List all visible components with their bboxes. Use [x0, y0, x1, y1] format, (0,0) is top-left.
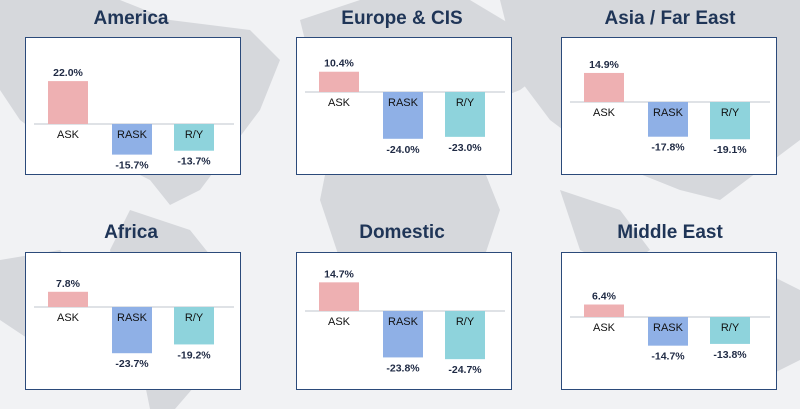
bar-rask — [112, 124, 152, 155]
chart-middle-east: ASK 6.4% RASK -14.7% R/Y -13.8% — [570, 291, 770, 363]
tick-label-ask: ASK — [328, 97, 351, 109]
value-label-rask: -14.7% — [651, 351, 685, 363]
value-label-ask: 14.7% — [324, 268, 354, 280]
tick-label-rask: RASK — [117, 129, 148, 141]
bar-ry — [174, 124, 214, 151]
tick-label-ry: R/Y — [456, 316, 475, 328]
tick-label-ask: ASK — [57, 312, 80, 324]
bar-rask — [112, 307, 152, 354]
chart-panel-europe-cis: ASK 10.4% RASK -24.0% R/Y -23.0% — [296, 37, 512, 175]
value-label-ask: 7.8% — [56, 278, 81, 290]
value-label-ask: 14.9% — [589, 59, 619, 71]
value-label-rask: -15.7% — [115, 160, 149, 172]
chart-panel-africa: ASK 7.8% RASK -23.7% R/Y -19.2% — [25, 252, 241, 390]
region-title-domestic: Domestic — [359, 222, 445, 243]
region-title-america: America — [93, 8, 169, 29]
bar-ask — [48, 291, 88, 307]
chart-america: ASK 22.0% RASK -15.7% R/Y -13.7% — [34, 67, 234, 172]
region-title-middle-east: Middle East — [617, 222, 723, 243]
bar-ry — [445, 92, 485, 137]
tick-label-ry: R/Y — [721, 107, 740, 119]
chart-asia-far-east: ASK 14.9% RASK -17.8% R/Y -19.1% — [570, 59, 770, 156]
bar-ask — [584, 72, 624, 102]
bar-ry — [445, 311, 485, 360]
bar-rask — [383, 311, 423, 358]
bar-rask — [648, 317, 688, 346]
value-label-rask: -23.8% — [386, 362, 420, 374]
chart-europe-cis: ASK 10.4% RASK -24.0% R/Y -23.0% — [305, 58, 505, 156]
bar-rask — [648, 102, 688, 137]
chart-domestic: ASK 14.7% RASK -23.8% R/Y -24.7% — [305, 268, 505, 376]
tick-label-ry: R/Y — [456, 97, 475, 109]
chart-africa: ASK 7.8% RASK -23.7% R/Y -19.2% — [34, 278, 234, 370]
bar-ask — [48, 81, 88, 124]
bar-ry — [174, 307, 214, 345]
bar-rask — [383, 92, 423, 139]
value-label-ask: 22.0% — [53, 67, 83, 79]
value-label-ask: 6.4% — [592, 291, 617, 303]
value-label-ry: -24.7% — [448, 364, 482, 376]
tick-label-rask: RASK — [388, 316, 419, 328]
bar-ask — [319, 282, 359, 311]
tick-label-rask: RASK — [117, 312, 148, 324]
bar-ask — [319, 71, 359, 92]
tick-label-ry: R/Y — [185, 312, 204, 324]
bar-ry — [710, 317, 750, 344]
value-label-ry: -13.8% — [713, 349, 747, 361]
value-label-rask: -23.7% — [115, 358, 149, 370]
value-label-rask: -17.8% — [651, 142, 685, 154]
chart-panel-domestic: ASK 14.7% RASK -23.8% R/Y -24.7% — [296, 252, 512, 390]
tick-label-ask: ASK — [328, 316, 351, 328]
tick-label-ask: ASK — [57, 129, 80, 141]
region-title-asia-far-east: Asia / Far East — [604, 8, 736, 29]
value-label-ry: -13.7% — [177, 156, 211, 168]
tick-label-ry: R/Y — [185, 129, 204, 141]
bar-ry — [710, 102, 750, 140]
chart-panel-asia-far-east: ASK 14.9% RASK -17.8% R/Y -19.1% — [561, 37, 777, 175]
value-label-ry: -19.2% — [177, 349, 211, 361]
tick-label-rask: RASK — [653, 322, 684, 334]
chart-panel-america: ASK 22.0% RASK -15.7% R/Y -13.7% — [25, 37, 241, 175]
tick-label-ry: R/Y — [721, 322, 740, 334]
value-label-ask: 10.4% — [324, 58, 354, 70]
value-label-ry: -23.0% — [448, 142, 482, 154]
region-title-europe-cis: Europe & CIS — [341, 8, 463, 29]
bar-ask — [584, 304, 624, 317]
chart-panel-middle-east: ASK 6.4% RASK -14.7% R/Y -13.8% — [561, 252, 777, 390]
tick-label-ask: ASK — [593, 107, 616, 119]
tick-label-ask: ASK — [593, 322, 616, 334]
value-label-ry: -19.1% — [713, 144, 747, 156]
tick-label-rask: RASK — [653, 107, 684, 119]
region-title-africa: Africa — [104, 222, 158, 243]
tick-label-rask: RASK — [388, 97, 419, 109]
value-label-rask: -24.0% — [386, 144, 420, 156]
